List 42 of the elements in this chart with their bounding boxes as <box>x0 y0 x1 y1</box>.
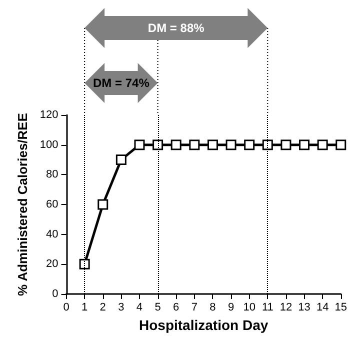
x-tick-label: 0 <box>63 302 70 314</box>
x-tick-label: 12 <box>280 302 292 314</box>
point <box>79 258 90 270</box>
point <box>116 154 126 165</box>
x-tick-label: 9 <box>228 302 234 314</box>
x-tick-label: 7 <box>191 302 198 314</box>
x-tick-label: 10 <box>243 302 256 314</box>
point <box>189 140 200 150</box>
x-tick-label: 11 <box>262 302 274 314</box>
point <box>262 140 273 150</box>
point <box>134 140 145 150</box>
x-tick-label: 8 <box>210 302 216 314</box>
x-tick-label: 3 <box>118 302 124 314</box>
point <box>317 140 328 150</box>
y-tick-label: 80 <box>46 168 58 181</box>
text: DM = 74% <box>93 76 150 90</box>
y-tick-label: 20 <box>46 258 58 270</box>
y-tick-label: 60 <box>46 198 58 210</box>
x-tick-label: 13 <box>298 302 310 314</box>
y-tick-label: 40 <box>46 228 58 240</box>
point <box>244 140 255 150</box>
x-axis-title: Hospitalization Day <box>138 316 268 333</box>
point <box>226 140 236 150</box>
x-tick-label: 15 <box>334 302 348 314</box>
x-tick-label: 4 <box>136 302 143 314</box>
x-tick-label: 14 <box>316 302 329 314</box>
x-tick-label: 6 <box>173 302 180 314</box>
point <box>170 140 182 150</box>
x-tick-label: 1 <box>82 302 88 314</box>
point <box>299 140 310 150</box>
y-tick-label: 0 <box>52 288 58 300</box>
x-tick-label: 2 <box>100 302 106 314</box>
text: DM = 88% <box>148 21 205 35</box>
point <box>98 199 108 210</box>
point <box>336 140 346 150</box>
point <box>152 140 164 150</box>
point <box>280 140 292 150</box>
x-tick-label: 5 <box>154 302 161 314</box>
y-tick-label: 100 <box>40 138 58 151</box>
y-tick-label: 120 <box>40 109 58 121</box>
y-axis-title: % Administered Calories/REE <box>15 112 30 296</box>
point <box>207 140 218 150</box>
